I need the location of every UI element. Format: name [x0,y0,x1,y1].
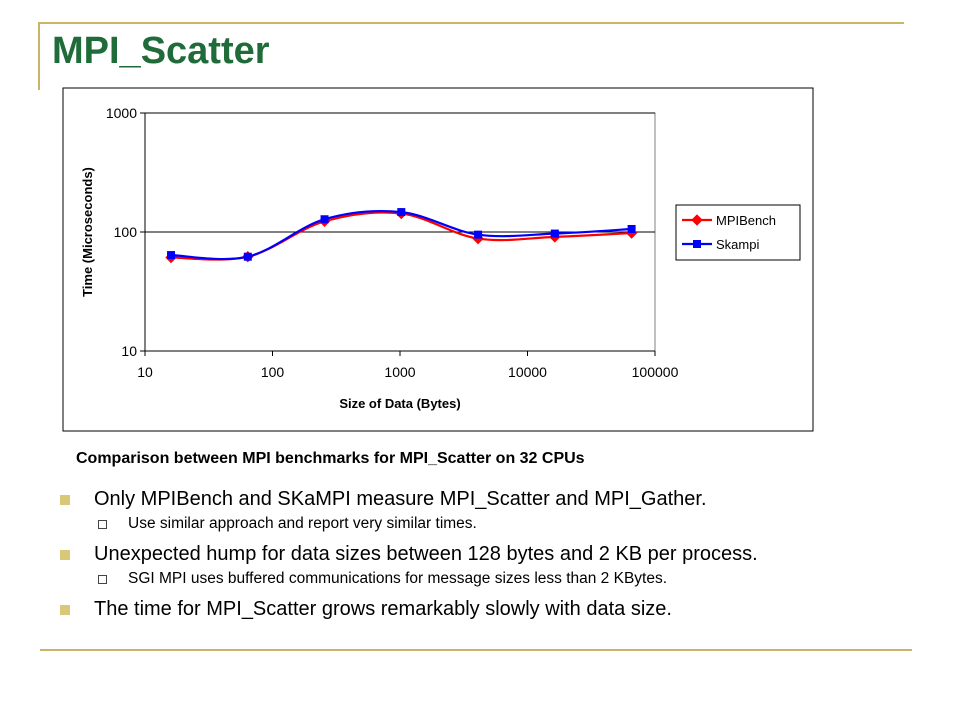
sub-bullet-item: SGI MPI uses buffered communications for… [60,570,940,588]
data-point-skampi [243,252,252,261]
bullet-text: Unexpected hump for data sizes between 1… [94,543,758,565]
sub-bullet-item: Use similar approach and report very sim… [60,515,940,533]
bullet-item: Unexpected hump for data sizes between 1… [60,543,940,566]
legend-label: MPIBench [716,213,776,228]
left-rule [38,22,40,90]
axes: 10 100 1000 10 100 1000 10000 100000 [106,105,679,380]
bullet-text: Only MPIBench and SKaMPI measure MPI_Sca… [94,488,707,510]
sub-bullet-text: SGI MPI uses buffered communications for… [128,570,668,587]
x-tick-label: 10 [137,364,153,380]
bullet-item: The time for MPI_Scatter grows remarkabl… [60,598,940,621]
legend-marker-skampi [693,240,701,248]
data-point-skampi [627,224,636,233]
x-axis-title: Size of Data (Bytes) [339,396,460,411]
top-rule [40,22,904,24]
x-tick-label: 1000 [384,364,415,380]
legend: MPIBench Skampi [682,213,776,252]
square-bullet-icon [60,550,70,560]
square-bullet-icon [60,605,70,615]
data-point-skampi [320,215,329,224]
legend-label: Skampi [716,237,759,252]
bullet-list: Only MPIBench and SKaMPI measure MPI_Sca… [60,488,940,621]
y-axis-title: Time (Microseconds) [80,167,95,297]
legend-marker-mpibench [691,214,703,226]
sub-bullet-text: Use similar approach and report very sim… [128,515,477,532]
x-tick-label: 100000 [632,364,679,380]
data-point-skampi [474,230,483,239]
square-bullet-icon [60,495,70,505]
chart-caption: Comparison between MPI benchmarks for MP… [76,450,585,467]
bullet-item: Only MPIBench and SKaMPI measure MPI_Sca… [60,488,940,511]
hollow-square-bullet-icon [98,575,107,584]
slide-title: MPI_Scatter [52,30,270,72]
y-tick-label: 100 [114,224,138,240]
x-tick-label: 10000 [508,364,547,380]
data-point-skampi [550,229,559,238]
data-point-skampi [167,251,176,260]
legend-box [675,204,801,261]
y-tick-label: 10 [121,343,137,359]
bullet-text: The time for MPI_Scatter grows remarkabl… [94,598,672,620]
x-tick-label: 100 [261,364,285,380]
bottom-rule [40,649,912,651]
data-point-skampi [397,208,406,217]
hollow-square-bullet-icon [98,520,107,529]
series [165,207,638,264]
y-tick-label: 1000 [106,105,137,121]
